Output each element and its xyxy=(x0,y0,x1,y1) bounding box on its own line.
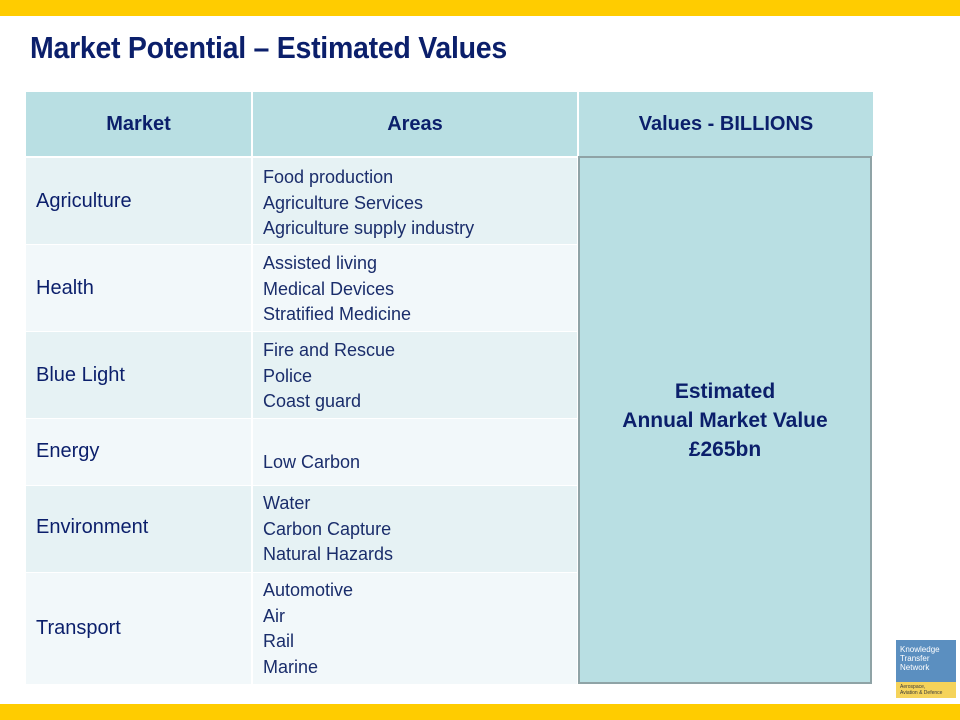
areas-list: Low Carbon xyxy=(263,450,360,476)
area-item: Fire and Rescue xyxy=(263,340,396,360)
column-divider xyxy=(251,486,253,572)
market-name: Health xyxy=(36,277,94,299)
market-name: Blue Light xyxy=(36,364,125,386)
column-divider xyxy=(251,419,253,485)
market-name: Energy xyxy=(36,440,100,462)
column-divider xyxy=(251,332,253,418)
area-item: Carbon Capture xyxy=(263,518,392,539)
market-name: Transport xyxy=(36,617,121,639)
column-divider xyxy=(251,573,253,684)
area-item: Low Carbon xyxy=(263,452,361,472)
table-row: Environment Water Carbon Capture Natural… xyxy=(26,486,577,572)
header-divider xyxy=(251,92,253,156)
logo-text-line: Knowledge xyxy=(900,645,940,654)
market-name: Environment xyxy=(36,516,149,538)
logo-subtitle: Aerospace, Aviation & Defence xyxy=(896,682,956,698)
page-title: Market Potential – Estimated Values xyxy=(30,30,507,65)
area-item: Water xyxy=(263,493,311,513)
table-row: Blue Light Fire and Rescue Police Coast … xyxy=(26,332,577,418)
top-accent-bar xyxy=(0,0,960,16)
logo-text-line: Transfer xyxy=(900,654,930,663)
area-item: Stratified Medicine xyxy=(263,304,412,324)
header-values: Values - BILLIONS xyxy=(579,92,873,156)
areas-list: Assisted living Medical Devices Stratifi… xyxy=(263,251,411,328)
logo-text-line: Network xyxy=(900,663,930,672)
area-item: Police xyxy=(263,365,313,386)
area-item: Natural Hazards xyxy=(263,544,394,564)
area-item: Medical Devices xyxy=(263,278,395,299)
value-line-1: Estimated xyxy=(674,379,776,403)
header-market: Market xyxy=(26,92,251,156)
area-item: Air xyxy=(263,605,285,626)
table-row: Agriculture Food production Agriculture … xyxy=(26,158,577,244)
value-amount: £265bn xyxy=(688,437,762,461)
area-item: Coast guard xyxy=(263,391,362,411)
area-item: Food production xyxy=(263,167,394,187)
areas-list: Water Carbon Capture Natural Hazards xyxy=(263,491,393,568)
value-line-2: Annual Market Value xyxy=(622,408,828,432)
table-row: Health Assisted living Medical Devices S… xyxy=(26,245,577,331)
estimated-value-box: Estimated Annual Market Value £265bn xyxy=(578,156,872,684)
logo-sub-line: Aviation & Defence xyxy=(900,690,943,696)
area-item: Agriculture supply industry xyxy=(263,218,475,238)
area-item: Assisted living xyxy=(263,253,378,273)
header-areas: Areas xyxy=(253,92,577,156)
table-row: Transport Automotive Air Rail Marine xyxy=(26,573,577,684)
logo-main: Knowledge Transfer Network xyxy=(896,640,956,682)
table-row: Energy Low Carbon xyxy=(26,419,577,485)
column-divider xyxy=(251,158,253,244)
header-divider xyxy=(577,92,579,156)
areas-list: Fire and Rescue Police Coast guard xyxy=(263,338,395,415)
bottom-accent-bar xyxy=(0,704,960,720)
areas-list: Food production Agriculture Services Agr… xyxy=(263,165,474,242)
area-item: Agriculture Services xyxy=(263,192,424,213)
area-item: Marine xyxy=(263,656,319,677)
area-item: Rail xyxy=(263,631,295,651)
market-name: Agriculture xyxy=(36,190,132,212)
column-divider xyxy=(251,245,253,331)
logo-sub-line: Aerospace, xyxy=(900,684,926,690)
area-item: Automotive xyxy=(263,580,354,600)
areas-list: Automotive Air Rail Marine xyxy=(263,578,353,680)
ktn-logo: Knowledge Transfer Network Aerospace, Av… xyxy=(896,640,956,698)
